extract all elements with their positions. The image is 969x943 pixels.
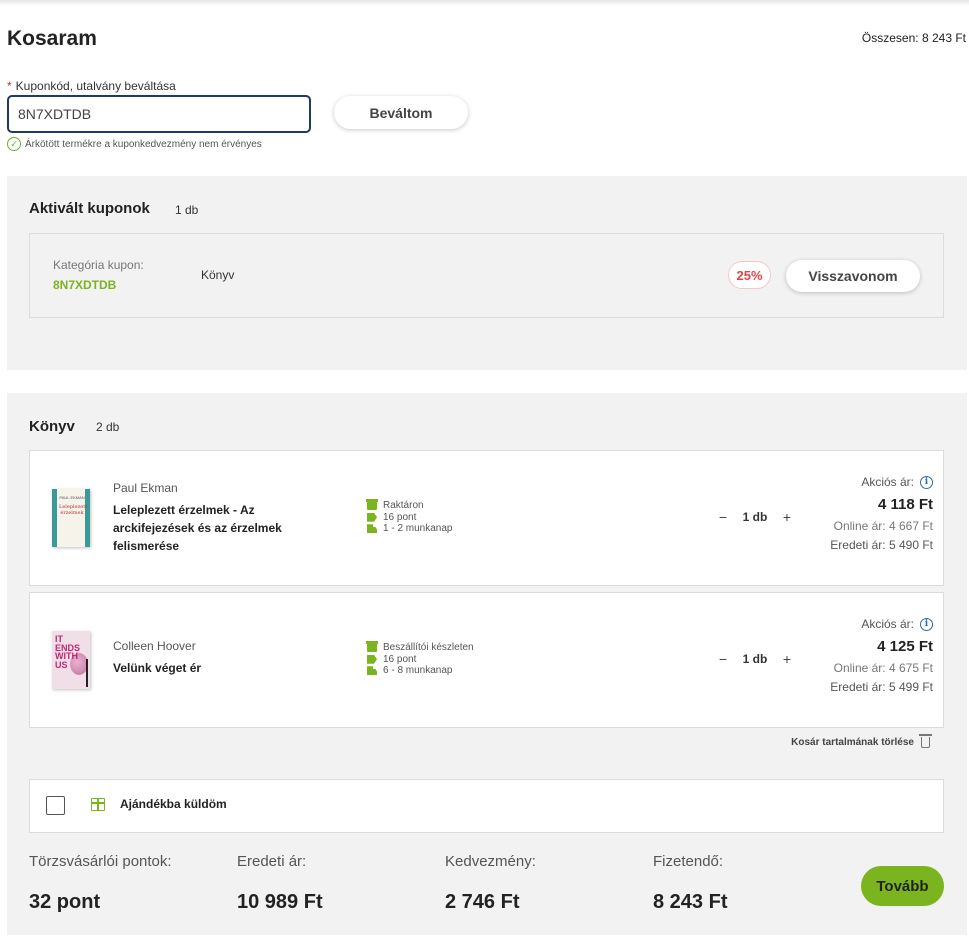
cover-band-right bbox=[85, 489, 90, 547]
tag-icon bbox=[367, 512, 377, 522]
cart-item: PAUL EKMAN Leleplezett érzelmek Paul Ekm… bbox=[29, 450, 944, 586]
sale-price: 4 125 Ft bbox=[877, 638, 933, 655]
online-price: Online ár: 4 667 Ft bbox=[833, 519, 933, 533]
decrease-button[interactable]: − bbox=[718, 651, 728, 667]
quantity-value: 1 db bbox=[742, 510, 768, 524]
gift-checkbox[interactable] bbox=[46, 796, 65, 815]
original-price: Eredeti ár: 5 499 Ft bbox=[830, 680, 933, 694]
item-prices: Akciós ár: i 4 118 Ft Online ár: 4 667 Ft… bbox=[830, 475, 933, 552]
truck-icon bbox=[367, 524, 377, 534]
activated-coupon: Kategória kupon: 8N7XDTDB Könyv 25% Viss… bbox=[29, 233, 944, 318]
cart-total-value: 8 243 Ft bbox=[921, 31, 966, 45]
top-shadow bbox=[0, 0, 969, 6]
coupon-input[interactable] bbox=[7, 95, 311, 133]
cart-item: IT ENDS WITH US Colleen Hoover Velünk vé… bbox=[29, 592, 944, 728]
original-total-label: Eredeti ár: bbox=[237, 853, 307, 870]
original-price: Eredeti ár: 5 490 Ft bbox=[830, 538, 933, 552]
item-availability: Raktáron 16 pont 1 - 2 munkanap bbox=[366, 499, 453, 535]
coupon-message: ✓ Árkötött termékre a kuponkedvezmény ne… bbox=[7, 137, 262, 151]
item-points: 16 pont bbox=[383, 653, 417, 665]
cart-total: Összesen: 8 243 Ft bbox=[862, 31, 966, 45]
cover-author: PAUL EKMAN bbox=[59, 495, 85, 500]
coupon-code: 8N7XDTDB bbox=[53, 278, 117, 292]
info-icon[interactable]: i bbox=[920, 617, 933, 631]
discount-value: 2 746 Ft bbox=[445, 891, 520, 913]
clear-cart-label: Kosár tartalmának törlése bbox=[791, 737, 914, 748]
quantity-stepper: − 1 db + bbox=[716, 651, 794, 667]
coupon-field-label: * Kuponkód, utalvány beváltása bbox=[7, 79, 176, 93]
cover-flower bbox=[70, 653, 88, 675]
cover-title: Leleplezett érzelmek bbox=[59, 504, 88, 516]
online-price: Online ár: 4 675 Ft bbox=[833, 661, 933, 675]
points-label: Törzsvásárlói pontok: bbox=[29, 853, 172, 870]
cover-title: IT ENDS WITH US bbox=[55, 634, 81, 670]
check-icon: ✓ bbox=[7, 137, 21, 151]
payable-value: 8 243 Ft bbox=[653, 891, 728, 913]
cart-section-title: Könyv bbox=[29, 418, 75, 435]
stock-status: Beszállítói készleten bbox=[383, 642, 474, 654]
item-points: 16 pont bbox=[383, 511, 417, 523]
page-title: Kosaram bbox=[7, 27, 97, 50]
redeem-button[interactable]: Beváltom bbox=[334, 96, 468, 129]
cart-panel: Könyv 2 db PAUL EKMAN Leleplezett érzelm… bbox=[7, 393, 967, 935]
item-availability: Beszállítói készleten 16 pont 6 - 8 munk… bbox=[366, 641, 474, 677]
stock-status: Raktáron bbox=[383, 500, 424, 512]
cart-total-label: Összesen: bbox=[861, 31, 919, 45]
book-cover[interactable]: IT ENDS WITH US bbox=[52, 631, 90, 689]
payable-label: Fizetendő: bbox=[653, 853, 724, 870]
item-title[interactable]: Velünk véget ér bbox=[113, 661, 202, 675]
sale-price: 4 118 Ft bbox=[877, 496, 933, 513]
next-button[interactable]: Tovább bbox=[861, 866, 944, 906]
store-icon bbox=[366, 499, 378, 511]
tag-icon bbox=[367, 654, 377, 664]
item-author[interactable]: Colleen Hoover bbox=[113, 639, 196, 653]
gift-label: Ajándékba küldöm bbox=[120, 797, 227, 811]
truck-icon bbox=[367, 666, 377, 676]
activated-coupons-panel: Aktivált kuponok 1 db Kategória kupon: 8… bbox=[7, 176, 967, 370]
discount-label: Kedvezmény: bbox=[445, 853, 536, 870]
increase-button[interactable]: + bbox=[782, 651, 792, 667]
trash-icon bbox=[919, 734, 932, 748]
decrease-button[interactable]: − bbox=[718, 509, 728, 525]
item-author[interactable]: Paul Ekman bbox=[113, 481, 178, 495]
coupon-category: Könyv bbox=[201, 268, 235, 282]
book-cover[interactable]: PAUL EKMAN Leleplezett érzelmek bbox=[52, 489, 90, 547]
activated-coupons-title: Aktivált kuponok bbox=[29, 200, 150, 217]
quantity-stepper: − 1 db + bbox=[716, 509, 794, 525]
activated-coupons-count: 1 db bbox=[175, 203, 199, 217]
coupon-message-text: Árkötött termékre a kuponkedvezmény nem … bbox=[25, 138, 262, 150]
revoke-button[interactable]: Visszavonom bbox=[786, 260, 920, 292]
required-mark: * bbox=[7, 79, 12, 93]
item-prices: Akciós ár: i 4 125 Ft Online ár: 4 675 Ft… bbox=[830, 617, 933, 694]
points-value: 32 pont bbox=[29, 891, 101, 913]
quantity-value: 1 db bbox=[742, 652, 768, 666]
sale-price-label: Akciós ár: bbox=[861, 617, 914, 631]
info-icon[interactable]: i bbox=[920, 475, 933, 489]
cover-band-left bbox=[52, 489, 57, 547]
discount-badge: 25% bbox=[728, 261, 771, 289]
sale-price-label: Akciós ár: bbox=[861, 475, 914, 489]
delivery-time: 1 - 2 munkanap bbox=[383, 523, 453, 535]
coupon-type-label: Kategória kupon: bbox=[53, 258, 144, 272]
item-title[interactable]: Leleplezett érzelmek - Az arckifejezések… bbox=[113, 503, 282, 553]
gift-icon bbox=[91, 798, 105, 811]
delivery-time: 6 - 8 munkanap bbox=[383, 665, 453, 677]
increase-button[interactable]: + bbox=[782, 509, 792, 525]
cover-bar bbox=[86, 659, 88, 687]
cart-section-count: 2 db bbox=[96, 420, 120, 434]
original-total-value: 10 989 Ft bbox=[237, 891, 323, 913]
store-icon bbox=[366, 641, 378, 653]
coupon-label-text: Kuponkód, utalvány beváltása bbox=[15, 79, 176, 93]
clear-cart-button[interactable]: Kosár tartalmának törlése bbox=[791, 734, 932, 748]
gift-option: Ajándékba küldöm bbox=[29, 779, 944, 833]
